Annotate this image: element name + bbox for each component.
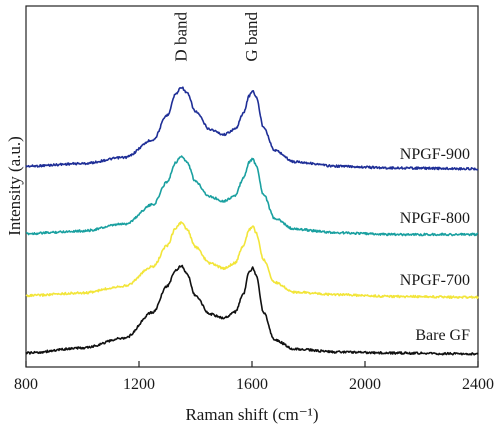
y-axis-label: Intensity (a.u.) [5, 136, 24, 236]
series-label: NPGF-700 [400, 272, 470, 289]
x-tick-label: 2400 [462, 376, 494, 393]
series-line-bare-gf [25, 264, 479, 356]
band-annotations: D band G band [171, 12, 261, 62]
series-labels: NPGF-900 NPGF-800 NPGF-700 Bare GF [400, 146, 470, 344]
x-tick-label: 1600 [236, 376, 268, 393]
x-tick-label: 2000 [349, 376, 381, 393]
x-tick-label: 1200 [123, 376, 155, 393]
series-line-npgf-900 [25, 86, 479, 171]
band-annotation: D band [171, 12, 190, 62]
series-label: NPGF-800 [400, 210, 470, 227]
x-axis-ticks: 800 1200 1600 2000 2400 [14, 361, 494, 393]
x-tick-label: 800 [14, 376, 38, 393]
series-line-npgf-700 [25, 221, 479, 300]
x-axis-label: Raman shift (cm⁻¹) [185, 405, 318, 424]
series-curves [25, 86, 479, 356]
series-label: NPGF-900 [400, 146, 470, 163]
band-annotation: G band [242, 12, 261, 62]
series-line-npgf-800 [25, 155, 479, 237]
series-label: Bare GF [415, 327, 470, 344]
